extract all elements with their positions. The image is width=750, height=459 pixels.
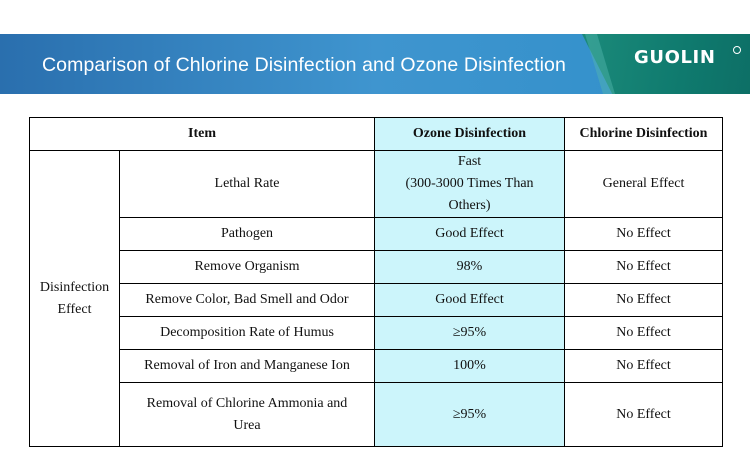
item-cell: Remove Organism <box>119 250 375 284</box>
table-row: Removal of Iron and Manganese Ion 100% N… <box>30 349 723 383</box>
item-cell: Removal of Iron and Manganese Ion <box>119 349 375 383</box>
ozone-cell: Good Effect <box>374 217 565 251</box>
header-item: Item <box>29 117 375 151</box>
table-row: Removal of Chlorine Ammonia and Urea ≥95… <box>30 382 723 447</box>
title-banner: Comparison of Chlorine Disinfection and … <box>0 34 750 94</box>
table-row: Disinfection Effect Lethal Rate Fast (30… <box>29 150 723 447</box>
ozone-cell: Fast (300-3000 Times Than Others) <box>374 150 565 218</box>
banner-title: Comparison of Chlorine Disinfection and … <box>42 54 566 76</box>
table-row: Remove Color, Bad Smell and Odor Good Ef… <box>30 283 723 317</box>
ozone-cell: Good Effect <box>374 283 565 317</box>
ozone-cell: ≥95% <box>374 316 565 350</box>
ozone-cell-line3: Others) <box>448 198 491 213</box>
category-label-line1: Disinfection <box>39 279 110 295</box>
item-cell: Removal of Chlorine Ammonia and Urea <box>119 382 375 447</box>
table-header-row: Item Ozone Disinfection Chlorine Disinfe… <box>29 117 723 151</box>
ozone-cell-line2: (300-3000 Times Than <box>405 176 534 191</box>
chlorine-cell: General Effect <box>564 150 723 218</box>
ozone-cell: 98% <box>374 250 565 284</box>
registered-trademark-icon <box>733 46 741 54</box>
item-cell: Lethal Rate <box>119 150 375 218</box>
comparison-table: Item Ozone Disinfection Chlorine Disinfe… <box>29 117 723 447</box>
item-cell: Remove Color, Bad Smell and Odor <box>119 283 375 317</box>
brand-logo: GUOLIN <box>634 47 716 68</box>
table-row: Remove Organism 98% No Effect <box>30 250 723 284</box>
ozone-cell: 100% <box>374 349 565 383</box>
ozone-cell-line1: Fast <box>457 154 482 169</box>
ozone-cell: ≥95% <box>374 382 565 447</box>
chlorine-cell: No Effect <box>564 217 723 251</box>
logo-background <box>582 34 750 94</box>
chlorine-cell: No Effect <box>564 283 723 317</box>
header-ozone: Ozone Disinfection <box>374 117 565 151</box>
chlorine-cell: No Effect <box>564 250 723 284</box>
chlorine-cell: No Effect <box>564 382 723 447</box>
item-cell-line2: Urea <box>233 417 261 433</box>
table-row: Pathogen Good Effect No Effect <box>30 217 723 251</box>
item-cell-line1: Removal of Chlorine Ammonia and <box>146 395 348 411</box>
table-row: Decomposition Rate of Humus ≥95% No Effe… <box>30 316 723 350</box>
category-cell: Disinfection Effect <box>29 150 120 447</box>
category-label-line2: Effect <box>57 301 92 317</box>
item-cell: Pathogen <box>119 217 375 251</box>
chlorine-cell: No Effect <box>564 316 723 350</box>
chlorine-cell: No Effect <box>564 349 723 383</box>
header-chlorine: Chlorine Disinfection <box>564 117 723 151</box>
item-cell: Decomposition Rate of Humus <box>119 316 375 350</box>
